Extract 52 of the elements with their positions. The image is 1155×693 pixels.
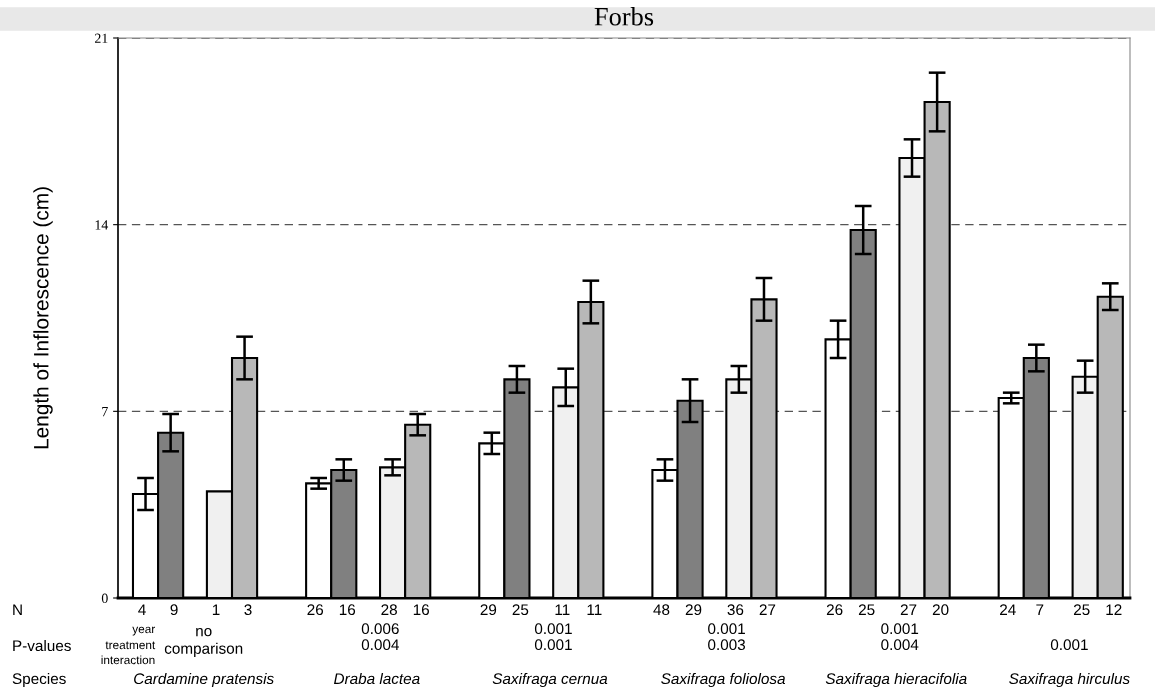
text: P-values [13, 639, 71, 652]
y-tick-label: 0 [101, 593, 108, 603]
y-axis-title: Length of Inflorescence (cm) [33, 187, 53, 449]
text: 0.004 [881, 639, 919, 651]
text: 0.001 [881, 623, 919, 635]
x-tick-label: Saxifraga foliolosa [661, 672, 786, 688]
text: N [13, 604, 22, 615]
text: 12 [1106, 604, 1122, 615]
text: 0.006 [361, 623, 399, 635]
chart-title: Forbs [594, 7, 654, 26]
text: 25 [858, 604, 875, 616]
x-tick-label: Saxifraga hieracifolia [825, 672, 967, 688]
text: 0.001 [708, 623, 745, 635]
x-axis-title: Species [12, 672, 66, 688]
text: 0.004 [361, 639, 399, 651]
text: 0.001 [534, 623, 572, 635]
text: 27 [900, 604, 917, 615]
text: interaction [101, 655, 155, 665]
x-tick-label: Draba lactea [334, 672, 420, 685]
x-tick-label: Saxifraga hirculus [1009, 672, 1130, 688]
text: 1 [212, 604, 220, 615]
text: 11 [587, 604, 602, 615]
text: 24 [1000, 604, 1016, 615]
text: treatment [105, 641, 156, 650]
text: 0.003 [708, 639, 746, 651]
text: 0.001 [1050, 639, 1088, 651]
x-tick-label: Cardamine pratensis [134, 672, 274, 688]
y-tick-label: 21 [95, 33, 108, 43]
text: 36 [727, 604, 744, 616]
text: year [132, 626, 156, 636]
text: 20 [932, 604, 949, 616]
text: 25 [1073, 604, 1090, 616]
text: 0.001 [534, 639, 572, 651]
text: no comparison [164, 627, 243, 657]
text: 25 [512, 604, 529, 616]
text: 29 [480, 604, 497, 616]
text: 16 [413, 604, 429, 616]
text: 27 [759, 604, 776, 615]
text: 3 [244, 604, 252, 616]
text: 4 [138, 604, 146, 615]
y-tick-label: 14 [95, 220, 109, 230]
text: 9 [170, 604, 178, 616]
text: 48 [653, 604, 670, 616]
y-tick-label: 7 [102, 407, 108, 417]
text: 11 [555, 604, 570, 615]
text: 28 [381, 604, 397, 616]
text: 16 [339, 604, 356, 616]
text: 7 [1036, 604, 1044, 615]
x-tick-label: Saxifraga cernua [492, 672, 608, 688]
text: 26 [307, 604, 324, 616]
text: 29 [685, 604, 702, 616]
text: 26 [826, 604, 843, 616]
